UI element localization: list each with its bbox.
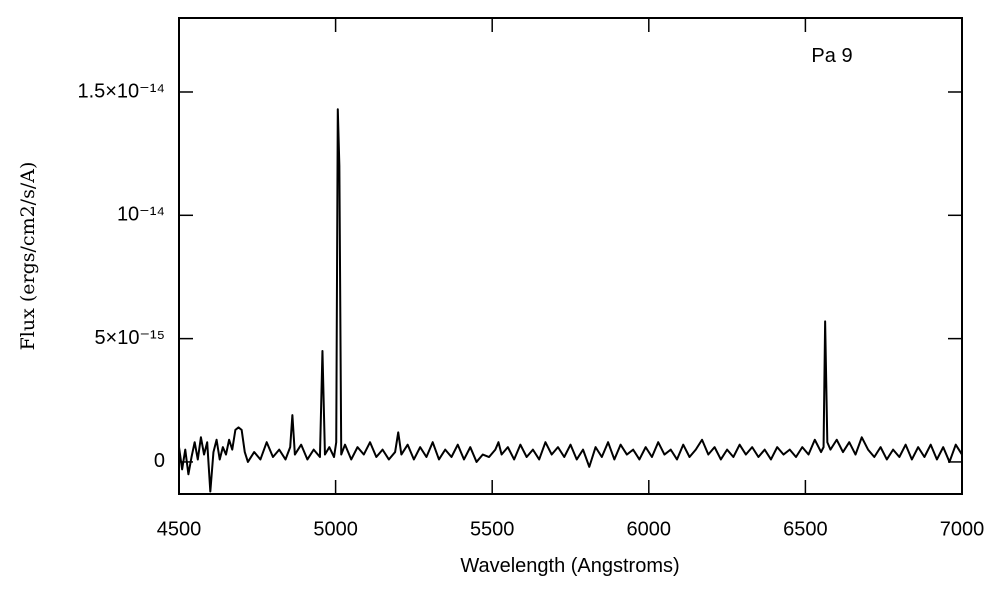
x-axis-label: Wavelength (Angstroms) — [460, 555, 679, 577]
y-tick-label: 10⁻¹⁴ — [117, 204, 165, 226]
y-tick-label: 1.5×10⁻¹⁴ — [77, 80, 165, 102]
annotation: Pa 9 — [811, 45, 852, 67]
plot-frame — [178, 17, 963, 495]
x-tick-label: 6500 — [783, 518, 828, 540]
x-tick-label: 4500 — [157, 518, 202, 540]
x-tick-label: 5000 — [313, 518, 358, 540]
x-tick-label: 6000 — [627, 518, 672, 540]
spectrum-line — [178, 108, 963, 493]
y-tick-label: 5×10⁻¹⁵ — [94, 327, 165, 349]
x-tick-label: 5500 — [470, 518, 515, 540]
y-tick-label: 0 — [154, 450, 165, 472]
y-axis-label: Flux (ergs/cm2/s/A) — [17, 162, 39, 351]
x-tick-label: 7000 — [940, 518, 985, 540]
